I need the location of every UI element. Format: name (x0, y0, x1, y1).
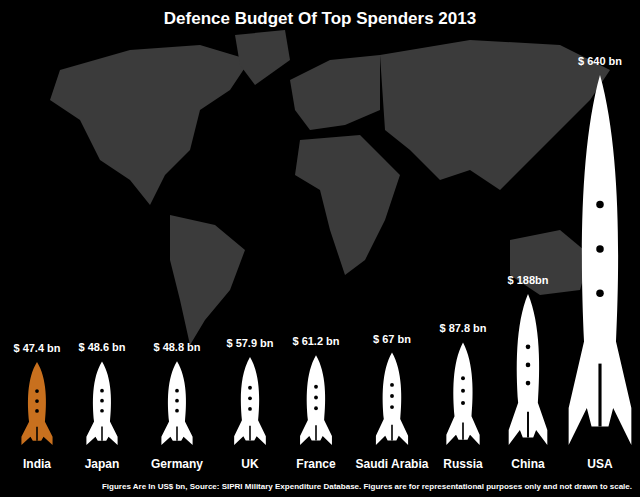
rocket-body (234, 357, 266, 445)
category-label: Saudi Arabia (356, 457, 429, 471)
rocket-fin-line (527, 412, 529, 438)
continent (170, 215, 245, 345)
category-label: USA (587, 457, 613, 471)
rocket-window (35, 399, 39, 403)
rocket-window (248, 407, 252, 411)
rocket-window (100, 399, 104, 403)
rocket-window (596, 290, 604, 298)
rocket-window (35, 389, 39, 393)
rocket-fin-line (391, 425, 393, 441)
rocket-body (86, 361, 117, 445)
rocket-window (248, 386, 252, 390)
rocket (509, 294, 548, 445)
category-label: Russia (443, 457, 483, 471)
rocket-body (376, 353, 408, 445)
value-label: $ 67 bn (373, 333, 411, 345)
rocket-fin-line (462, 422, 464, 439)
value-label: $ 87.8 bn (439, 322, 486, 334)
value-label: $ 47.4 bn (13, 342, 60, 354)
category-label: Japan (85, 457, 120, 471)
rocket-window (596, 245, 604, 253)
rocket (21, 362, 52, 445)
value-label: $ 48.8 bn (153, 341, 200, 353)
rocket (86, 361, 117, 445)
rocket-window (390, 405, 394, 409)
rocket-body (569, 75, 632, 445)
rocket (161, 361, 192, 445)
rocket (300, 355, 332, 445)
continent (290, 55, 380, 130)
chart: Defence Budget Of Top Spenders 2013 $ 47.… (0, 0, 640, 497)
rocket-body (509, 294, 548, 445)
footnote: Figures Are In US$ bn, Source: SIPRI Mil… (102, 482, 632, 491)
category-label: India (23, 457, 51, 471)
category-label: Germany (151, 457, 203, 471)
title: Defence Budget Of Top Spenders 2013 (164, 9, 476, 28)
rocket-window (461, 401, 465, 405)
category-label: China (511, 457, 545, 471)
rocket-window (314, 396, 318, 400)
rocket-window (175, 399, 179, 403)
rockets (21, 75, 631, 445)
rocket (569, 75, 632, 445)
rocket-window (461, 376, 465, 380)
rocket-window (175, 389, 179, 393)
value-label: $ 188bn (508, 274, 549, 286)
rocket (376, 353, 408, 445)
rocket-fin-line (249, 426, 251, 441)
rocket-fin-line (598, 364, 601, 427)
continent (380, 40, 610, 190)
rocket-window (248, 396, 252, 400)
rocket-body (161, 361, 192, 445)
value-label: $ 640 bn (578, 55, 622, 67)
rocket-window (100, 389, 104, 393)
rocket-fin-line (101, 427, 103, 441)
rocket-fin-line (36, 427, 38, 441)
background (0, 0, 640, 497)
category-label: France (296, 457, 336, 471)
rocket-window (526, 363, 531, 368)
rocket-window (526, 344, 531, 349)
rocket-body (446, 342, 479, 445)
rocket-body (300, 355, 332, 445)
rocket (446, 342, 479, 445)
rocket (234, 357, 266, 445)
rocket-window (314, 406, 318, 410)
rocket-window (100, 409, 104, 413)
value-label: $ 61.2 bn (292, 335, 339, 347)
rocket-window (596, 201, 604, 209)
continent (295, 135, 400, 275)
value-label: $ 48.6 bn (78, 341, 125, 353)
category-label: UK (241, 457, 259, 471)
continent (235, 30, 290, 85)
rocket-fin-line (176, 427, 178, 441)
rocket-window (314, 385, 318, 389)
rocket-window (390, 383, 394, 387)
rocket-fin-line (315, 425, 317, 440)
value-label: $ 57.9 bn (226, 337, 273, 349)
continent (50, 45, 250, 205)
rocket-body (21, 362, 52, 445)
world-map (50, 30, 610, 345)
rocket-window (35, 409, 39, 413)
rocket-window (526, 381, 531, 386)
rocket-window (461, 389, 465, 393)
rocket-window (390, 394, 394, 398)
rocket-window (175, 409, 179, 413)
